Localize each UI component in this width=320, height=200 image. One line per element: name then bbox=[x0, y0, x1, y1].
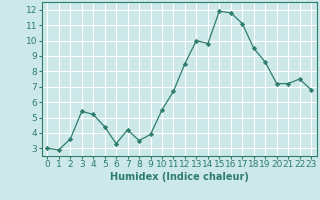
X-axis label: Humidex (Indice chaleur): Humidex (Indice chaleur) bbox=[110, 172, 249, 182]
